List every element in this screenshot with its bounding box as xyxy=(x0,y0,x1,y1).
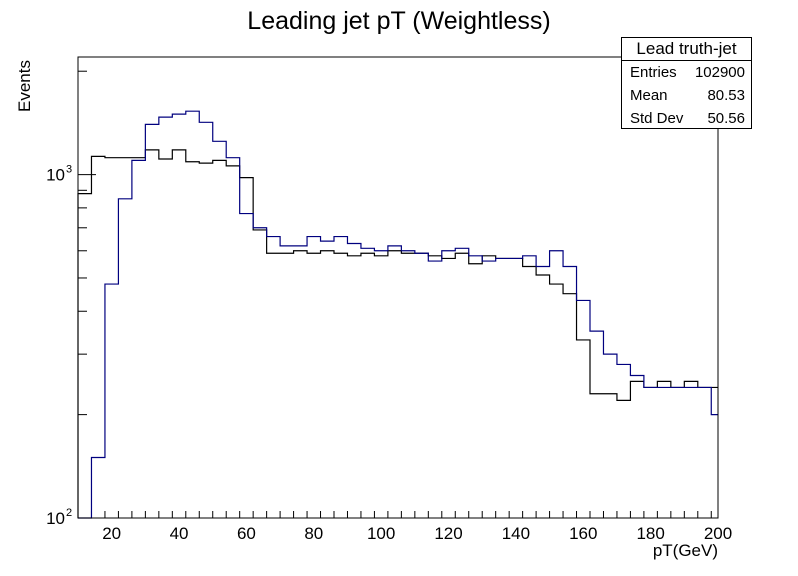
y-tick-label: 10 xyxy=(46,166,65,185)
stats-label: Mean xyxy=(630,87,668,104)
histogram-series-1 xyxy=(77,149,718,518)
y-tick-label: 10 xyxy=(46,509,65,528)
y-tick-label-exponent: 3 xyxy=(66,164,72,176)
x-tick-label: 40 xyxy=(170,524,189,543)
y-axis-label: Events xyxy=(15,60,34,112)
histogram-outline xyxy=(78,110,718,519)
stats-box: Lead truth-jet Entries 102900 Mean 80.53… xyxy=(621,37,752,129)
chart-title: Leading jet pT (Weightless) xyxy=(247,7,550,35)
x-tick-label: 200 xyxy=(704,524,732,543)
histogram-series-2 xyxy=(78,110,718,519)
x-tick-label: 20 xyxy=(102,524,121,543)
stats-row-entries: Entries 102900 xyxy=(622,61,751,84)
histogram-series xyxy=(77,110,718,519)
x-tick-label: 120 xyxy=(434,524,462,543)
stats-box-title: Lead truth-jet xyxy=(622,38,751,61)
stats-label: Entries xyxy=(630,64,677,81)
x-tick-label: 140 xyxy=(502,524,530,543)
x-tick-label: 60 xyxy=(237,524,256,543)
y-tick-label-exponent: 2 xyxy=(66,507,72,519)
x-axis-label: pT(GeV) xyxy=(653,541,718,560)
x-tick-label: 80 xyxy=(304,524,323,543)
stats-row-mean: Mean 80.53 xyxy=(622,84,751,107)
stats-label: Std Dev xyxy=(630,110,684,127)
axis-ticks xyxy=(77,70,712,519)
x-tick-label: 160 xyxy=(569,524,597,543)
stats-value: 80.53 xyxy=(707,87,745,104)
stats-row-std-dev: Std Dev 50.56 xyxy=(622,107,751,130)
stats-value: 102900 xyxy=(694,64,745,81)
x-tick-label: 100 xyxy=(367,524,395,543)
stats-value: 50.56 xyxy=(707,110,745,127)
histogram-outline xyxy=(77,149,718,518)
x-tick-label: 180 xyxy=(636,524,664,543)
plot-frame xyxy=(77,56,719,519)
